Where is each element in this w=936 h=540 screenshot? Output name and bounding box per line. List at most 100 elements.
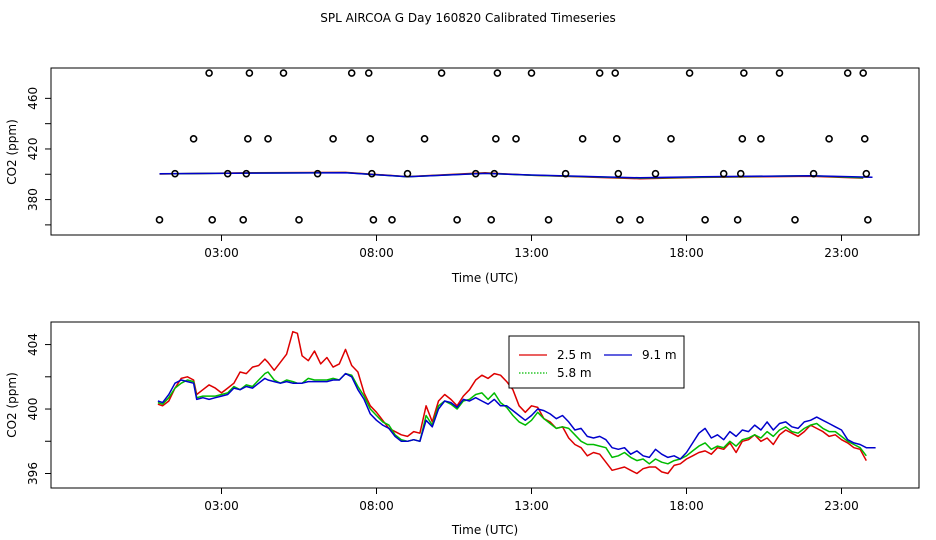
top-scatter-point (208, 216, 216, 224)
top-scatter-point (667, 135, 675, 143)
top-scatter-point (453, 216, 461, 224)
top-y-tick-label: 460 (26, 87, 40, 110)
top-scatter-point (611, 69, 620, 77)
chart-title: SPL AIRCOA G Day 160820 Calibrated Times… (320, 11, 615, 25)
top-scatter-point (859, 69, 868, 77)
top-scatter-point (527, 69, 536, 77)
top-scatter-point (862, 169, 871, 178)
top-scatter-point (437, 69, 446, 77)
top-scatter-point (471, 169, 480, 178)
top-x-tick-label: 18:00 (669, 246, 704, 260)
top-x-tick-label: 23:00 (824, 246, 859, 260)
top-scatter-point (295, 216, 303, 224)
top-panel: 03:00 08:00 13:00 18:00 23:00 380 420 460 Time … (5, 67, 920, 285)
bottom-series-9-1-mm-line (157, 372, 876, 460)
bottom-plot-frame (50, 321, 920, 489)
top-scatter-point (369, 216, 378, 224)
bottom-series-group (157, 330, 876, 475)
top-x-tick-label: 13:00 (514, 246, 549, 260)
top-scatter-point (864, 216, 872, 224)
bottom-panel: 03:00 08:00 13:00 18:00 23:00 396 400 404 Time … (5, 321, 920, 537)
top-scatter-point (612, 135, 621, 143)
legend: 2.5 m 5.8 m 9.1 m (508, 335, 685, 389)
top-scatter-point (366, 135, 375, 143)
top-scatter-point (740, 69, 748, 77)
top-scatter-points (155, 69, 872, 224)
top-scatter-point (544, 216, 553, 224)
top-scatter-point (155, 216, 164, 224)
top-scatter-point (490, 169, 499, 178)
bottom-x-tick-label: 13:00 (514, 499, 549, 513)
top-scatter-point (239, 216, 247, 224)
top-series-9-1-mm-line (159, 172, 873, 179)
top-scatter-point (364, 69, 373, 77)
top-scatter-point (493, 69, 502, 77)
legend-label-2-5m: 2.5 m (557, 348, 592, 362)
top-scatter-point (614, 169, 623, 178)
top-scatter-point (701, 216, 709, 224)
top-scatter-point (171, 169, 179, 178)
top-scatter-point (578, 135, 587, 143)
top-scatter-point (757, 135, 765, 143)
top-scatter-point (205, 69, 213, 77)
bottom-series-2-5-mm-line (157, 330, 867, 475)
top-scatter-point (809, 169, 818, 178)
bottom-y-tick-label: 400 (26, 398, 40, 421)
top-scatter-point (733, 216, 742, 224)
top-scatter-point (403, 169, 412, 178)
top-scatter-point (313, 169, 322, 178)
legend-label-9-1m: 9.1 m (642, 348, 677, 362)
top-scatter-point (487, 216, 496, 224)
bottom-x-tick-label: 03:00 (204, 499, 239, 513)
top-scatter-point (264, 135, 272, 143)
top-scatter-point (736, 169, 745, 178)
bottom-x-tick-label: 18:00 (669, 499, 704, 513)
top-scatter-point (368, 169, 376, 178)
top-scatter-point (651, 169, 660, 178)
top-scatter-point (595, 69, 604, 77)
top-scatter-point (860, 135, 869, 143)
top-scatter-point (636, 216, 644, 224)
top-scatter-point (738, 135, 747, 143)
top-x-axis-label: Time (UTC) (451, 271, 518, 285)
bottom-x-axis-label: Time (UTC) (451, 523, 518, 537)
top-scatter-point (775, 69, 784, 77)
bottom-series-5-8-mm-line (157, 371, 867, 465)
top-scatter-point (329, 135, 337, 143)
top-x-tick-label: 03:00 (204, 246, 239, 260)
bottom-x-tick-label: 08:00 (359, 499, 394, 513)
top-y-tick-label: 380 (26, 188, 40, 211)
bottom-y-axis-label: CO2 (ppm) (5, 372, 19, 438)
bottom-y-tick-label: 396 (26, 462, 40, 485)
top-series-group (159, 171, 873, 180)
top-scatter-point (420, 135, 429, 143)
legend-box (508, 335, 685, 389)
top-scatter-point (223, 169, 232, 178)
bottom-x-tick-label: 23:00 (824, 499, 859, 513)
top-scatter-point (616, 216, 624, 224)
top-scatter-point (388, 216, 396, 224)
top-y-tick-label: 420 (26, 138, 40, 161)
top-axis-ticks: 03:00 08:00 13:00 18:00 23:00 380 420 460 (26, 87, 859, 260)
top-scatter-point (492, 135, 500, 143)
top-plot-frame (50, 67, 920, 236)
bottom-y-tick-label: 404 (26, 333, 40, 356)
top-scatter-point (685, 69, 694, 77)
top-scatter-point (189, 135, 198, 143)
bottom-axis-ticks: 03:00 08:00 13:00 18:00 23:00 396 400 404 (26, 333, 859, 513)
legend-label-5-8m: 5.8 m (557, 366, 592, 380)
top-y-axis-label: CO2 (ppm) (5, 119, 19, 185)
top-scatter-point (347, 69, 356, 77)
top-scatter-point (825, 135, 833, 143)
top-scatter-point (245, 69, 254, 77)
top-scatter-point (561, 169, 570, 178)
top-scatter-point (719, 169, 728, 178)
top-scatter-point (791, 216, 799, 224)
top-scatter-point (512, 135, 520, 143)
top-scatter-point (279, 69, 288, 77)
top-x-tick-label: 08:00 (359, 246, 394, 260)
top-scatter-point (242, 169, 251, 178)
top-scatter-point (244, 135, 252, 143)
top-scatter-point (843, 69, 852, 77)
